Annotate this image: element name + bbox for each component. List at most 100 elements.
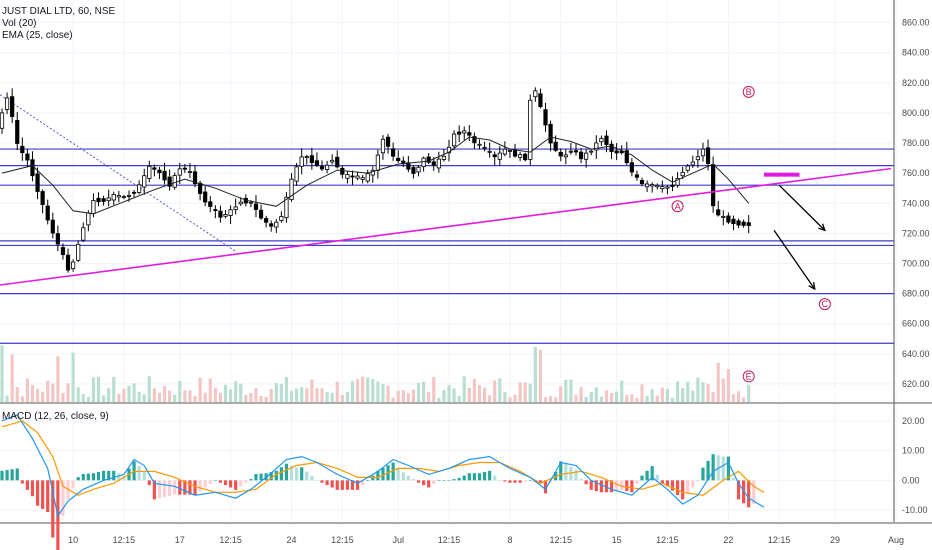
volume-bar (528, 383, 532, 402)
candle-body (131, 191, 137, 194)
macd-histogram-bar (5, 470, 9, 481)
wave-label: B (746, 87, 752, 97)
candle-body (233, 206, 238, 210)
candle-body (492, 154, 497, 158)
candle-body (167, 176, 172, 187)
price-tick-label: 740.00 (902, 198, 930, 208)
volume-bar (345, 392, 350, 402)
candle-body (721, 216, 726, 218)
volume-bar (183, 390, 187, 402)
volume-bar (71, 352, 75, 402)
candle-body (304, 156, 309, 158)
macd-histogram-bar (696, 480, 700, 482)
macd-histogram-bar (208, 480, 212, 484)
macd-histogram-bar (213, 480, 217, 481)
candle-body (71, 261, 76, 270)
candle-body (645, 183, 650, 188)
candle-body (274, 221, 279, 228)
macd-histogram-bar (528, 480, 532, 481)
macd-histogram-bar (117, 473, 121, 481)
macd-histogram-bar (482, 472, 487, 481)
candle-body (502, 148, 507, 155)
macd-histogram-bar (168, 480, 172, 496)
volume-bar (615, 391, 619, 402)
volume-bar (503, 392, 507, 402)
arrow-head (818, 223, 826, 232)
pink-marker (763, 172, 800, 177)
macd-histogram-bar (366, 480, 370, 481)
volume-bar (340, 395, 344, 402)
macd-histogram-bar (538, 480, 543, 484)
candle-body (675, 178, 680, 186)
macd-histogram-bar (305, 471, 309, 481)
candle-body (258, 209, 264, 219)
price-tick-label: 860.00 (902, 18, 930, 28)
macd-histogram-bar (543, 480, 548, 494)
candle-body (213, 209, 218, 211)
candle-body (619, 150, 624, 154)
candle-body (4, 97, 10, 110)
candle-body (655, 184, 660, 188)
volume-bar (157, 392, 162, 402)
macd-histogram-bar (686, 480, 690, 494)
vol-legend: Vol (20) (2, 18, 37, 29)
candle-body (716, 209, 721, 216)
wave-label-circle (742, 370, 755, 383)
volume-bar (208, 378, 212, 402)
volume-bar (650, 389, 654, 402)
macd-histogram-bar (625, 480, 629, 492)
candle-body (81, 227, 86, 241)
macd-histogram-bar (203, 480, 207, 488)
candle-body (299, 156, 304, 167)
macd-histogram-bar (589, 480, 593, 490)
volume-bar (51, 383, 55, 402)
volume-bar (604, 390, 609, 402)
candle-body (558, 151, 563, 157)
macd-signal-line (1, 420, 765, 496)
volume-bar (599, 396, 603, 402)
candle-body (411, 167, 416, 174)
volume-bar (35, 388, 40, 402)
macd-histogram-bar (742, 480, 746, 504)
macd-histogram-bar (157, 480, 162, 499)
volume-bar (147, 376, 151, 402)
macd-histogram-bar (396, 469, 400, 481)
macd-histogram-bar (752, 480, 756, 505)
ema-line (1, 136, 750, 215)
candle-body (507, 150, 513, 152)
candle-body (345, 174, 350, 179)
candle-body (589, 150, 594, 153)
macd-histogram-bar (355, 480, 360, 490)
volume-bar (203, 392, 207, 402)
macd-histogram-bar (101, 470, 106, 481)
macd-histogram-bar (523, 480, 527, 482)
volume-bar (325, 392, 329, 402)
volume-bar (320, 388, 324, 402)
time-tick-label: Jul (392, 535, 404, 545)
volume-bar (193, 396, 197, 402)
macd-histogram-bar (254, 474, 258, 481)
volume-bar (61, 392, 65, 402)
volume-bar (295, 388, 299, 402)
candle-body (218, 210, 223, 218)
candle-body (15, 120, 20, 144)
macd-histogram-bar (41, 480, 45, 509)
volume-bar (620, 380, 624, 402)
macd-histogram-bar (193, 480, 197, 495)
volume-bar (706, 383, 710, 402)
candle-body (396, 157, 401, 162)
macd-histogram-bar (51, 480, 55, 538)
volume-bar (625, 394, 629, 402)
volume-bar (112, 376, 116, 402)
volume-bar (442, 390, 446, 402)
macd-tick-label: -10.00 (902, 505, 928, 515)
macd-histogram-bar (71, 480, 75, 489)
candle-body (20, 145, 25, 154)
volume-bar (721, 378, 725, 402)
volume-bar (76, 387, 80, 402)
time-tick-label: 12:15 (656, 535, 679, 545)
macd-histogram-bar (25, 480, 29, 490)
macd-histogram-bar (437, 480, 441, 481)
volume-bar (457, 396, 461, 402)
